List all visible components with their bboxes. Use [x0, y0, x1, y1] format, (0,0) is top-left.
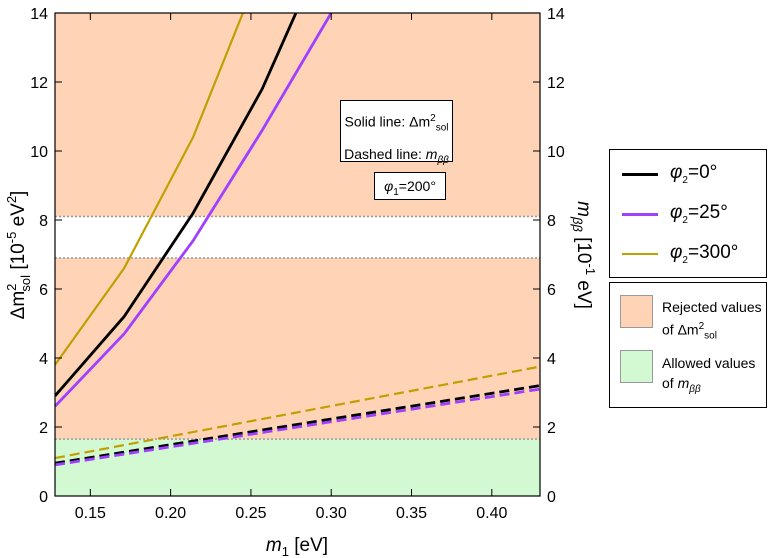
series-phi2-0-solid: [55, 13, 298, 397]
band-rejected-lower: [55, 257, 540, 440]
legend-item-phi0: φ2=0°: [610, 158, 717, 190]
y-tick-label-right-5: 10: [547, 144, 565, 161]
y-tick-label-left-5: 10: [30, 144, 48, 161]
x-axis-label: m1 [eV]: [266, 535, 328, 558]
y-tick-label-right-6: 12: [547, 75, 565, 92]
series-phi2-0-dashed: [55, 384, 540, 465]
y-axis-left-label: Δm2sol [10-5 eV2]: [4, 191, 33, 320]
series-phi2-25-dashed: [55, 387, 540, 467]
phi1-note: φ1=200°: [374, 172, 446, 200]
allowed-label: Allowed values of mββ: [662, 355, 756, 395]
y-axis-right-label: mββ [10-1 eV]: [570, 201, 598, 309]
line-legend: φ2=0° φ2=25° φ2=300°: [609, 149, 767, 278]
y-tick-label-left-2: 4: [39, 351, 48, 368]
allowed-swatch: [620, 350, 653, 383]
bands-layer: [55, 13, 540, 496]
line-style-note: Solid line: Δm2sol Dashed line: mββ: [340, 100, 453, 166]
y-tick-label-left-3: 6: [39, 282, 48, 299]
series-phi2-300-solid: [55, 13, 244, 366]
ticks-layer: 0.15 0.20 0.25 0.30 0.35 0.40 0 0 2 2 4 4 6 6 8 8 10 10 12…: [30, 6, 565, 522]
region-legend: Rejected values of Δm2sol Allowed values…: [609, 282, 767, 408]
series-layer: [55, 13, 540, 467]
solid-line-note: Solid line: Δm2sol: [344, 113, 449, 134]
series-phi2-300-dashed: [55, 365, 540, 460]
x-tick-label-2: 0.25: [235, 505, 266, 522]
band-allowed: [55, 439, 540, 496]
x-tick-label-4: 0.35: [396, 505, 427, 522]
band-rejected-upper: [55, 13, 540, 217]
x-tick-label-0: 0.15: [75, 505, 106, 522]
legend-line-purple: [622, 212, 658, 216]
rejected-label: Rejected values of Δm2sol: [662, 299, 762, 342]
y-tick-label-left-7: 14: [30, 6, 48, 23]
y-tick-label-right-3: 6: [547, 282, 556, 299]
x-tick-label-3: 0.30: [316, 505, 347, 522]
y-tick-label-right-4: 8: [547, 213, 556, 230]
x-tick-label-1: 0.20: [155, 505, 186, 522]
y-tick-label-left-1: 2: [39, 420, 48, 437]
series-phi2-25-solid: [55, 13, 333, 408]
legend-line-gold: [622, 253, 658, 255]
rejected-swatch: [620, 295, 653, 328]
y-tick-label-left-6: 12: [30, 75, 48, 92]
y-tick-label-right-0: 0: [547, 489, 556, 506]
y-tick-label-left-0: 0: [39, 489, 48, 506]
legend-item-phi300: φ2=300°: [610, 238, 738, 270]
legend-item-phi25: φ2=25°: [610, 198, 728, 230]
plot-frame: [54, 12, 541, 497]
dashed-line-note: Dashed line: mββ: [344, 146, 449, 167]
y-tick-label-right-1: 2: [547, 420, 556, 437]
y-tick-label-right-2: 4: [547, 351, 556, 368]
y-tick-label-left-4: 8: [39, 213, 48, 230]
legend-line-black: [622, 172, 658, 176]
x-tick-label-5: 0.40: [476, 505, 507, 522]
y-tick-label-right-7: 14: [547, 6, 565, 23]
